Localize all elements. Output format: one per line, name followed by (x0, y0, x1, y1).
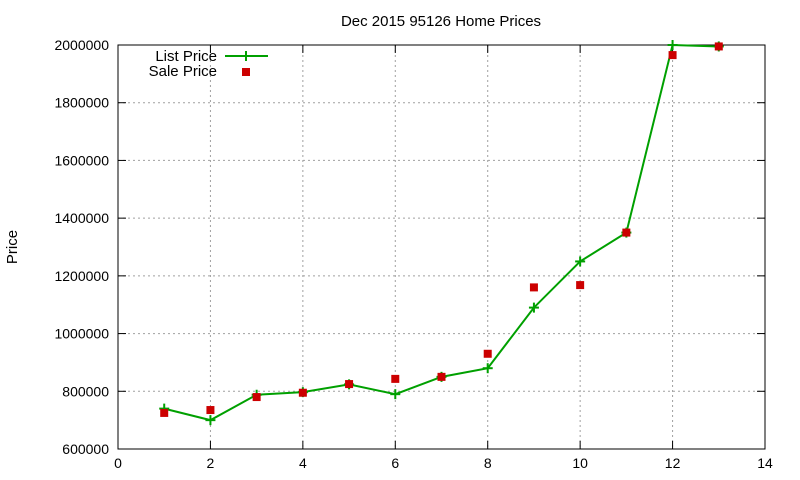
sale-price-point (529, 283, 538, 292)
y-tick-label: 1600000 (54, 152, 109, 168)
x-tick-label: 12 (665, 455, 681, 471)
x-tick-label: 14 (757, 455, 773, 471)
x-tick-label: 2 (207, 455, 215, 471)
series-layer (159, 40, 724, 426)
y-axis-label: Price (4, 230, 21, 264)
legend-label-sale-price: Sale Price (149, 63, 217, 80)
x-tick-label: 10 (572, 455, 588, 471)
list-price-point (482, 363, 493, 374)
sale-price-point (391, 374, 400, 383)
x-tick-label: 0 (114, 455, 122, 471)
y-tick-label: 1000000 (54, 326, 109, 342)
sale-price-point (483, 349, 492, 358)
sale-price-point (668, 51, 677, 60)
legend-marker-list-price (241, 51, 251, 61)
sale-price-point (437, 372, 446, 381)
legend-marker-sale-price (242, 68, 250, 76)
y-tick-label: 1800000 (54, 95, 109, 111)
list-price-point (528, 302, 539, 313)
sale-price-point (714, 42, 723, 51)
x-tick-label: 8 (484, 455, 492, 471)
list-price-point (667, 40, 678, 50)
sale-price-point (206, 406, 215, 415)
chart-title: Dec 2015 95126 Home Prices (341, 13, 541, 30)
sale-price-point (622, 228, 631, 237)
x-tick-label: 6 (391, 455, 399, 471)
y-tick-labels: 600000 800000 1000000 1200000 1400000 1600000… (54, 37, 109, 457)
list-price-point (205, 415, 216, 426)
legend: List Price Sale Price (149, 48, 268, 80)
sale-price-point (298, 388, 307, 397)
sale-price-point (252, 393, 261, 402)
axis-ticks (117, 44, 766, 450)
sale-price-point (345, 380, 354, 389)
y-tick-label: 2000000 (54, 37, 109, 53)
sale-price-point (160, 408, 169, 417)
y-tick-label: 800000 (62, 383, 109, 399)
plot-frame (117, 44, 766, 450)
y-tick-label: 1200000 (54, 268, 109, 284)
y-tick-label: 600000 (62, 441, 109, 457)
list-price-point (575, 256, 586, 267)
y-tick-label: 1400000 (54, 210, 109, 226)
legend-label-list-price: List Price (155, 48, 217, 65)
x-tick-labels: 0 2 4 6 8 10 12 14 (114, 455, 773, 471)
list-price-point (390, 389, 401, 400)
x-tick-label: 4 (299, 455, 307, 471)
sale-price-point (576, 281, 585, 290)
